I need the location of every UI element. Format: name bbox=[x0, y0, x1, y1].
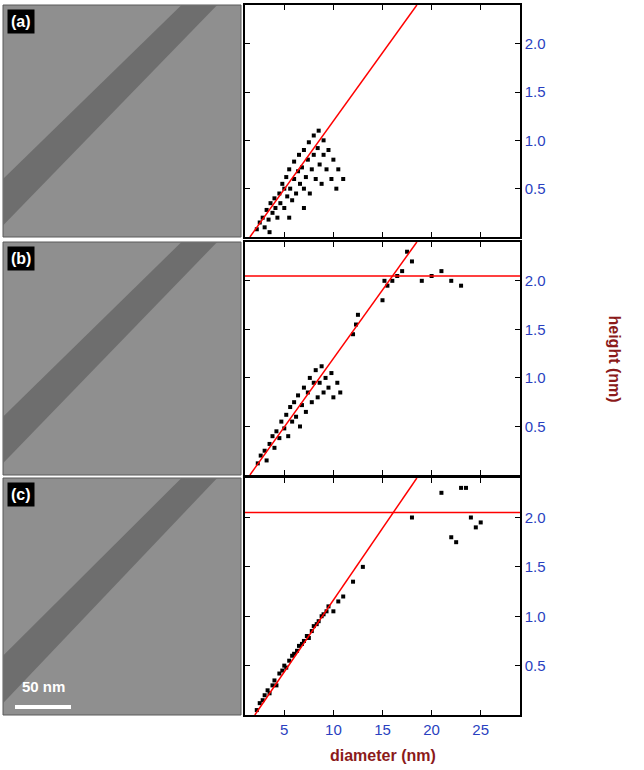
svg-text:(c): (c) bbox=[11, 486, 31, 503]
svg-text:(b): (b) bbox=[11, 250, 31, 267]
svg-text:height (nm): height (nm) bbox=[606, 316, 623, 403]
svg-text:1.5: 1.5 bbox=[525, 321, 546, 338]
svg-text:diameter (nm): diameter (nm) bbox=[330, 747, 436, 764]
svg-text:(a): (a) bbox=[11, 13, 31, 30]
svg-text:2.0: 2.0 bbox=[525, 509, 546, 526]
svg-text:50 nm: 50 nm bbox=[22, 678, 65, 695]
svg-text:25: 25 bbox=[472, 721, 489, 738]
svg-text:1.0: 1.0 bbox=[525, 608, 546, 625]
svg-text:0.5: 0.5 bbox=[525, 657, 546, 674]
svg-text:0.5: 0.5 bbox=[525, 418, 546, 435]
svg-text:2.0: 2.0 bbox=[525, 35, 546, 52]
svg-text:10: 10 bbox=[325, 721, 342, 738]
svg-text:15: 15 bbox=[374, 721, 391, 738]
svg-text:2.0: 2.0 bbox=[525, 272, 546, 289]
svg-text:1.5: 1.5 bbox=[525, 558, 546, 575]
svg-text:1.5: 1.5 bbox=[525, 83, 546, 100]
svg-text:0.5: 0.5 bbox=[525, 180, 546, 197]
svg-text:5: 5 bbox=[280, 721, 288, 738]
svg-text:20: 20 bbox=[423, 721, 440, 738]
svg-text:1.0: 1.0 bbox=[525, 369, 546, 386]
svg-text:1.0: 1.0 bbox=[525, 132, 546, 149]
